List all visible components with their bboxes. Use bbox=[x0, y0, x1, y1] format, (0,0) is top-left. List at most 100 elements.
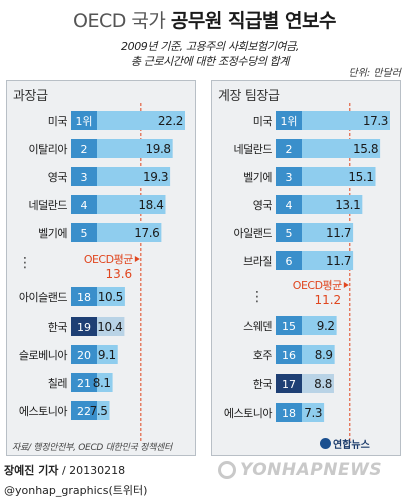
rank-box bbox=[276, 195, 302, 214]
logo-text: 연합뉴스 bbox=[333, 440, 370, 451]
rank-label: 22 bbox=[77, 405, 91, 418]
rank-label: 1위 bbox=[280, 115, 297, 128]
category-label: 네덜란드 bbox=[234, 143, 273, 156]
value-label: 7.3 bbox=[304, 406, 322, 420]
category-label: 브라질 bbox=[243, 255, 272, 268]
value-label: 7.5 bbox=[90, 404, 108, 418]
panel-manager: 과장급 1위 미국 22.2 2 이탈리아 19.8 3 영국 19.3 4 네덜란드 18.4 5 벨기… bbox=[6, 80, 196, 456]
value-label: 17.6 bbox=[134, 226, 159, 240]
rank-label: 4 bbox=[81, 199, 88, 212]
rank-box bbox=[71, 111, 97, 130]
category-label: 아이슬랜드 bbox=[19, 291, 67, 304]
credit-line: 장예진 기자 / 20130218 bbox=[4, 462, 125, 478]
yonhap-logo-icon bbox=[320, 438, 331, 449]
rank-label: 2 bbox=[81, 143, 88, 156]
page-title: OECD 국가 공무원 직급별 연보수 bbox=[0, 6, 409, 33]
reporter-name: 장예진 기자 bbox=[4, 464, 59, 477]
rank-label: 3 bbox=[81, 171, 88, 184]
category-label: 에스토니아 bbox=[224, 407, 272, 420]
value-label: 9.2 bbox=[317, 319, 335, 333]
rank-label: 17 bbox=[282, 378, 296, 391]
rank-label: 5 bbox=[81, 227, 88, 240]
category-label: 아일랜드 bbox=[234, 226, 273, 240]
category-label: 미국 bbox=[253, 115, 273, 128]
rank-box bbox=[71, 401, 97, 420]
average-arrow-icon bbox=[343, 282, 349, 288]
value-label: 11.7 bbox=[326, 226, 351, 240]
rank-box bbox=[276, 403, 302, 422]
value-label: 10.4 bbox=[97, 320, 122, 334]
rank-box bbox=[276, 345, 302, 364]
watermark: YONHAPNEWS bbox=[218, 460, 382, 480]
rank-label: 6 bbox=[286, 255, 293, 268]
rank-box bbox=[276, 251, 302, 270]
category-label: 호주 bbox=[253, 349, 273, 362]
average-arrow-icon bbox=[134, 256, 140, 262]
category-label: 스웨덴 bbox=[243, 320, 272, 333]
value-label: 8.8 bbox=[314, 377, 332, 391]
value-label: 17.3 bbox=[363, 114, 388, 128]
rank-box bbox=[276, 223, 302, 242]
category-label: 슬로베니아 bbox=[19, 349, 67, 362]
rank-box bbox=[71, 345, 97, 364]
category-label: 벨기에 bbox=[243, 171, 272, 184]
rank-label: 18 bbox=[77, 291, 91, 304]
source-note: 자료/ 행정안전부, OECD 대한민국 정책센터 bbox=[12, 443, 173, 453]
rank-box bbox=[71, 317, 97, 336]
title-main: 공무원 직급별 연보수 bbox=[170, 10, 337, 32]
credit-handle: @yonhap_graphics(트위터) bbox=[4, 484, 148, 497]
average-label: OECD평균 bbox=[293, 279, 342, 292]
category-label: 이탈리아 bbox=[29, 143, 68, 156]
rank-box bbox=[71, 287, 97, 306]
category-label: 벨기에 bbox=[38, 227, 67, 240]
bar bbox=[276, 139, 381, 158]
panel-title: 과장급 bbox=[13, 89, 48, 104]
ellipsis-mark: ⋮ bbox=[250, 289, 264, 305]
rank-box bbox=[276, 316, 302, 335]
value-label: 15.8 bbox=[353, 142, 378, 156]
category-label: 영국 bbox=[253, 199, 273, 212]
value-label: 9.1 bbox=[98, 348, 116, 362]
chart-manager: 1위 미국 22.2 2 이탈리아 19.8 3 영국 19.3 4 네덜란드 18.4 5 벨기에 17.… bbox=[18, 103, 185, 443]
chart-teamlead: 1위 미국 17.3 2 네덜란드 15.8 3 벨기에 15.1 4 영국 13.1 5 아일랜드 11.… bbox=[224, 103, 390, 443]
rank-box bbox=[276, 111, 302, 130]
value-label: 10.5 bbox=[98, 290, 123, 304]
subtitle-line-2: 총 근로시간에 대한 조정수당의 합계 bbox=[130, 55, 290, 68]
average-label: OECD평균 bbox=[84, 253, 133, 266]
rank-box bbox=[276, 139, 302, 158]
category-label: 에스토니아 bbox=[19, 405, 67, 418]
value-label: 18.4 bbox=[138, 198, 163, 212]
average-value: 13.6 bbox=[105, 267, 132, 281]
bar bbox=[71, 111, 185, 130]
panel-teamlead: 계장 팀장급 1위 미국 17.3 2 네덜란드 15.8 3 벨기에 15.1 4 영국 13.1 5… bbox=[211, 80, 401, 456]
rank-label: 3 bbox=[286, 171, 293, 184]
credit-date: / 20130218 bbox=[61, 464, 126, 477]
category-label: 네덜란드 bbox=[29, 199, 68, 212]
value-label: 11.7 bbox=[326, 254, 351, 268]
value-label: 13.1 bbox=[335, 198, 360, 212]
rank-label: 19 bbox=[77, 321, 91, 334]
rank-box bbox=[276, 167, 302, 186]
average-value: 11.2 bbox=[314, 293, 341, 307]
rank-label: 21 bbox=[77, 377, 91, 390]
rank-label: 4 bbox=[286, 199, 293, 212]
value-label: 8.1 bbox=[93, 376, 111, 390]
watermark-text: YONHAPNEWS bbox=[240, 460, 383, 480]
ellipsis-mark: ⋮ bbox=[18, 255, 32, 271]
watermark-icon bbox=[218, 461, 236, 479]
panel-title: 계장 팀장급 bbox=[218, 89, 280, 104]
value-label: 8.9 bbox=[315, 348, 333, 362]
value-label: 19.8 bbox=[146, 142, 171, 156]
rank-label: 1위 bbox=[75, 115, 92, 128]
subtitle-line-1: 2009년 기준, 고용주의 사회보험기여금, bbox=[121, 40, 299, 53]
yonhap-logo: 연합뉴스 bbox=[320, 436, 370, 451]
unit-label: 단위: 만달러 bbox=[348, 68, 401, 79]
rank-label: 16 bbox=[282, 349, 296, 362]
rank-label: 5 bbox=[286, 227, 293, 240]
rank-label: 2 bbox=[286, 143, 293, 156]
rank-box bbox=[71, 195, 97, 214]
rank-box bbox=[276, 374, 302, 393]
value-label: 19.3 bbox=[143, 170, 168, 184]
category-label: 칠레 bbox=[48, 377, 67, 390]
rank-box bbox=[71, 139, 97, 158]
